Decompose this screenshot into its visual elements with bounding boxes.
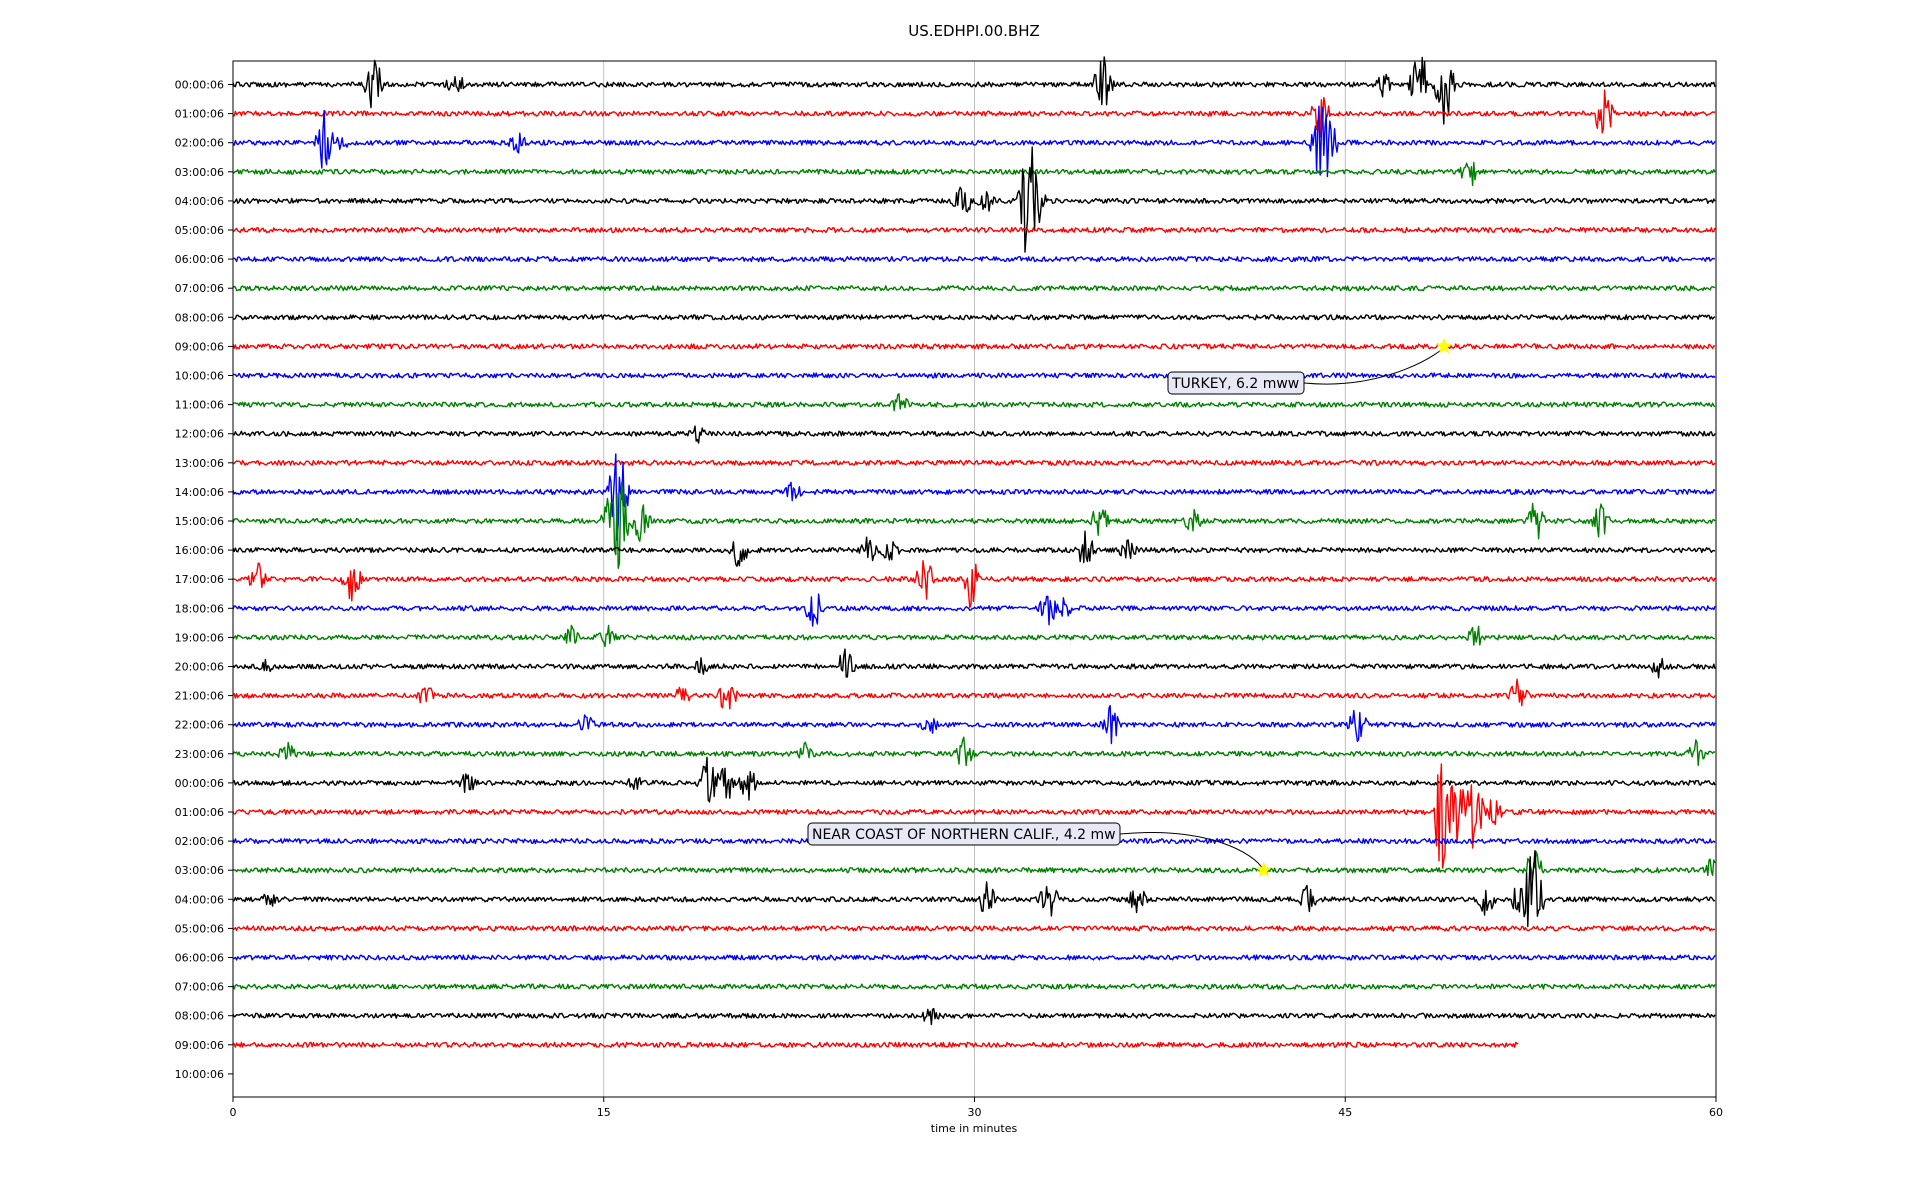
y-tick-label: 16:00:06 (175, 544, 224, 557)
trace-row-3 (232, 161, 1716, 187)
trace-row-2 (232, 105, 1716, 178)
event-label: TURKEY, 6.2 mww (1171, 376, 1299, 392)
trace-row-1 (232, 89, 1716, 138)
trace-row-15 (232, 481, 1716, 569)
trace-row-12 (232, 425, 1716, 444)
y-tick-label: 01:00:06 (175, 108, 224, 121)
y-tick-label: 11:00:06 (175, 399, 224, 412)
y-tick-label: 09:00:06 (175, 1039, 224, 1052)
trace-row-27 (232, 851, 1716, 880)
event-marker-star (1435, 337, 1453, 354)
y-tick-label: 08:00:06 (175, 1010, 224, 1023)
y-tick-labels: 00:00:06 01:00:06 02:00:06 03:00:06 04:00:06… (175, 79, 233, 1081)
y-tick-label: 06:00:06 (175, 952, 224, 965)
event-annotations: TURKEY, 6.2 mww NEAR COAST OF NORTHERN CA… (807, 337, 1453, 878)
y-tick-label: 03:00:06 (175, 864, 224, 877)
x-tick-label: 60 (1709, 1106, 1723, 1119)
trace-row-33 (232, 1041, 1519, 1048)
y-tick-label: 10:00:06 (175, 1068, 224, 1081)
y-tick-label: 01:00:06 (175, 806, 224, 819)
chart-title: US.EDHPI.00.BHZ (908, 22, 1040, 40)
trace-row-22 (232, 704, 1716, 745)
x-axis-label: time in minutes (931, 1122, 1018, 1135)
trace-row-10 (232, 372, 1716, 379)
y-tick-label: 09:00:06 (175, 340, 224, 353)
trace-row-28 (232, 850, 1716, 928)
y-tick-label: 19:00:06 (175, 631, 224, 644)
x-tick-labels: 0 15 30 45 60 (230, 1097, 1723, 1119)
trace-row-11 (233, 393, 1716, 412)
x-tick-label: 15 (597, 1106, 611, 1119)
y-tick-label: 00:00:06 (175, 79, 224, 92)
x-tick-label: 0 (230, 1106, 237, 1119)
trace-row-17 (232, 560, 1716, 609)
trace-row-8 (232, 314, 1716, 321)
y-tick-label: 10:00:06 (175, 370, 224, 383)
trace-row-0 (232, 56, 1716, 125)
y-tick-label: 02:00:06 (175, 137, 224, 150)
y-tick-label: 04:00:06 (175, 195, 224, 208)
event-label: NEAR COAST OF NORTHERN CALIF., 4.2 mw (812, 827, 1116, 843)
trace-row-9 (232, 343, 1716, 350)
trace-row-18 (232, 593, 1716, 627)
trace-row-23 (232, 736, 1716, 767)
y-tick-label: 22:00:06 (175, 719, 224, 732)
trace-row-30 (232, 954, 1716, 961)
trace-row-14 (232, 453, 1716, 541)
y-tick-label: 21:00:06 (175, 690, 224, 703)
trace-row-20 (232, 648, 1716, 679)
trace-row-29 (232, 925, 1716, 932)
y-tick-label: 17:00:06 (175, 573, 224, 586)
y-tick-label: 18:00:06 (175, 602, 224, 615)
event-marker-star (1255, 861, 1272, 878)
trace-row-16 (232, 530, 1716, 567)
y-tick-label: 08:00:06 (175, 311, 224, 324)
event-connector (1303, 346, 1445, 385)
trace-row-19 (232, 624, 1716, 648)
y-tick-label: 03:00:06 (175, 166, 224, 179)
y-tick-label: 13:00:06 (175, 457, 224, 470)
trace-row-13 (232, 459, 1716, 466)
plot-frame (232, 60, 1717, 1098)
trace-row-32 (232, 1007, 1716, 1026)
y-tick-label: 07:00:06 (175, 981, 224, 994)
x-tick-label: 45 (1338, 1106, 1352, 1119)
y-tick-label: 12:00:06 (175, 428, 224, 441)
trace-row-25 (232, 763, 1716, 869)
event-connector (1119, 832, 1265, 871)
y-tick-label: 06:00:06 (175, 253, 224, 266)
y-tick-label: 05:00:06 (175, 224, 224, 237)
y-tick-label: 07:00:06 (175, 282, 224, 295)
trace-row-21 (232, 678, 1716, 710)
event-label-box (807, 822, 1121, 846)
trace-row-7 (232, 285, 1716, 292)
y-tick-label: 04:00:06 (175, 893, 224, 906)
y-tick-label: 02:00:06 (175, 835, 224, 848)
trace-layer (232, 56, 1716, 1048)
event-label-box (1167, 371, 1305, 395)
trace-row-24 (232, 756, 1716, 803)
y-tick-label: 05:00:06 (175, 922, 224, 935)
trace-row-31 (232, 983, 1716, 990)
y-tick-label: 23:00:06 (175, 748, 224, 761)
x-tick-label: 30 (968, 1106, 982, 1119)
y-tick-label: 20:00:06 (175, 661, 224, 674)
trace-row-4 (232, 146, 1716, 253)
trace-row-6 (232, 256, 1716, 263)
y-tick-label: 14:00:06 (175, 486, 224, 499)
trace-row-5 (232, 226, 1716, 234)
y-tick-label: 15:00:06 (175, 515, 224, 528)
y-tick-label: 00:00:06 (175, 777, 224, 790)
